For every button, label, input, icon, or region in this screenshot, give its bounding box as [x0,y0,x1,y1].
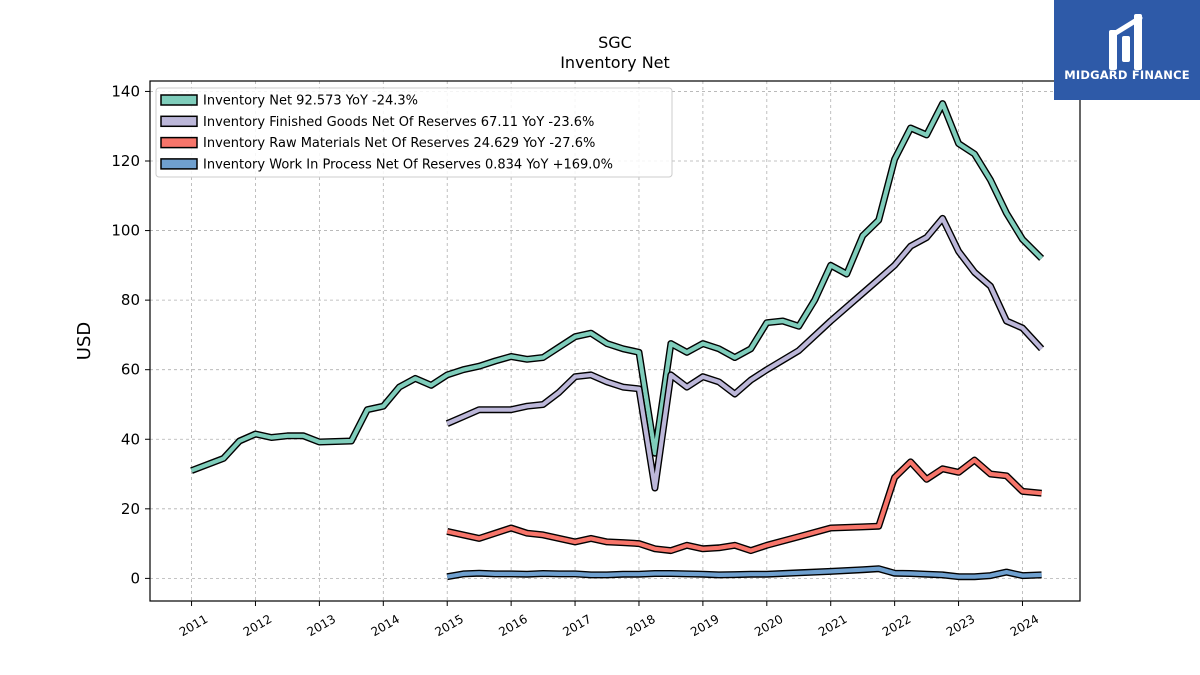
x-tick-label: 2023 [944,612,977,639]
chart-subtitle: Inventory Net [560,53,670,72]
x-tick-label: 2019 [688,612,721,639]
legend-box [155,87,673,178]
x-tick-label: 2015 [432,612,465,639]
x-tick-label: 2024 [1008,612,1041,639]
y-tick-label: 120 [111,152,140,170]
plot-frame [149,80,1081,602]
legend-entry: Inventory Net 92.573 YoY -24.3% [203,94,418,109]
series-line-1 [446,216,1044,491]
y-tick-label: 100 [111,222,140,240]
y-tick-label: 60 [121,361,140,379]
legend-swatch [160,158,198,170]
legend-entry: Inventory Raw Materials Net Of Reserves … [203,136,595,151]
x-tick-label: 2016 [496,612,529,639]
series-line-0 [190,101,1044,473]
x-tick-label: 2013 [305,612,338,639]
x-tick-label: 2012 [241,612,274,639]
chart-title: SGC [598,33,632,52]
x-tick-label: 2017 [560,612,593,639]
x-tick-label: 2022 [880,612,913,639]
x-tick-label: 2020 [752,612,785,639]
x-tick-label: 2011 [177,612,210,639]
y-tick-label: 40 [121,430,140,448]
brand-mark-icon [1109,14,1143,70]
legend: Inventory Net 92.573 YoY -24.3% Inventory… [155,87,673,178]
y-tick-label: 80 [121,291,140,309]
x-tick-label: 2014 [369,612,402,639]
x-tick-label: 2021 [816,612,849,639]
x-tick-label: 2018 [624,612,657,639]
series-layer [190,100,1045,581]
brand-logo: MIDGARD FINANCE [1054,0,1200,100]
legend-swatch [160,94,198,106]
series-outline-2 [446,456,1042,555]
y-tick-label: 0 [130,569,140,587]
series-line-2 [446,458,1042,553]
y-tick-label: 20 [121,500,140,518]
legend-swatch [160,136,198,149]
series-line-3 [446,566,1042,579]
y-tick-label: 140 [111,82,140,100]
legend-swatch [160,115,198,128]
brand-name: MIDGARD FINANCE [1064,68,1190,82]
legend-entry: Inventory Work In Process Net Of Reserve… [203,157,613,172]
legend-entry: Inventory Finished Goods Net Of Reserves… [203,115,594,130]
y-axis-label: USD [74,322,95,360]
